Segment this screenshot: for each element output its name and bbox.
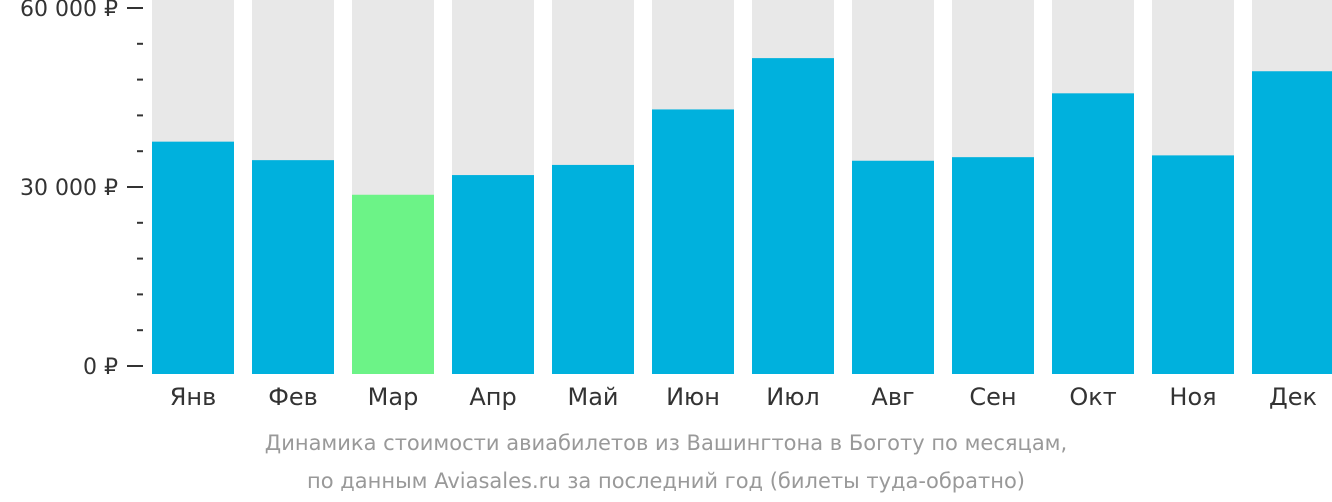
bar-4 xyxy=(452,175,534,374)
x-tick-label: Мар xyxy=(368,383,419,411)
bar-3 xyxy=(352,194,434,374)
chart-caption-line-2: по данным Aviasales.ru за последний год … xyxy=(307,469,1025,493)
x-tick-label: Сен xyxy=(969,383,1016,411)
x-tick-label: Янв xyxy=(170,383,217,411)
bar-5 xyxy=(552,164,634,374)
bar-1 xyxy=(152,141,234,374)
x-tick-label: Авг xyxy=(871,383,914,411)
x-tick-label: Дек xyxy=(1269,383,1317,411)
bar-6 xyxy=(652,109,734,374)
x-tick-label: Апр xyxy=(469,383,516,411)
bar-8 xyxy=(852,160,934,374)
bar-11 xyxy=(1152,155,1234,374)
bar-10 xyxy=(1052,93,1134,374)
bar-12 xyxy=(1252,71,1332,374)
x-tick-label: Ноя xyxy=(1169,383,1216,411)
x-tick-label: Май xyxy=(567,383,618,411)
x-tick-label: Июл xyxy=(766,383,820,411)
chart-caption-line-1: Динамика стоимости авиабилетов из Вашинг… xyxy=(264,431,1068,455)
y-axis: 0 ₽ 30 000 ₽ 60 000 ₽ xyxy=(20,0,143,380)
y-tick-label: 30 000 ₽ xyxy=(20,176,118,201)
x-tick-label: Июн xyxy=(666,383,720,411)
x-tick-label: Окт xyxy=(1069,383,1116,411)
y-tick-label: 60 000 ₽ xyxy=(20,0,118,22)
bar-2 xyxy=(252,160,334,374)
bar-7 xyxy=(752,58,834,375)
y-tick-label: 0 ₽ xyxy=(83,355,118,380)
bar-9 xyxy=(952,157,1034,374)
bars xyxy=(152,58,1332,375)
x-tick-label: Фев xyxy=(268,383,318,411)
x-axis: Янв Фев Мар Апр Май Июн Июл Авг Сен Окт Ноя Дек xyxy=(170,383,1317,411)
